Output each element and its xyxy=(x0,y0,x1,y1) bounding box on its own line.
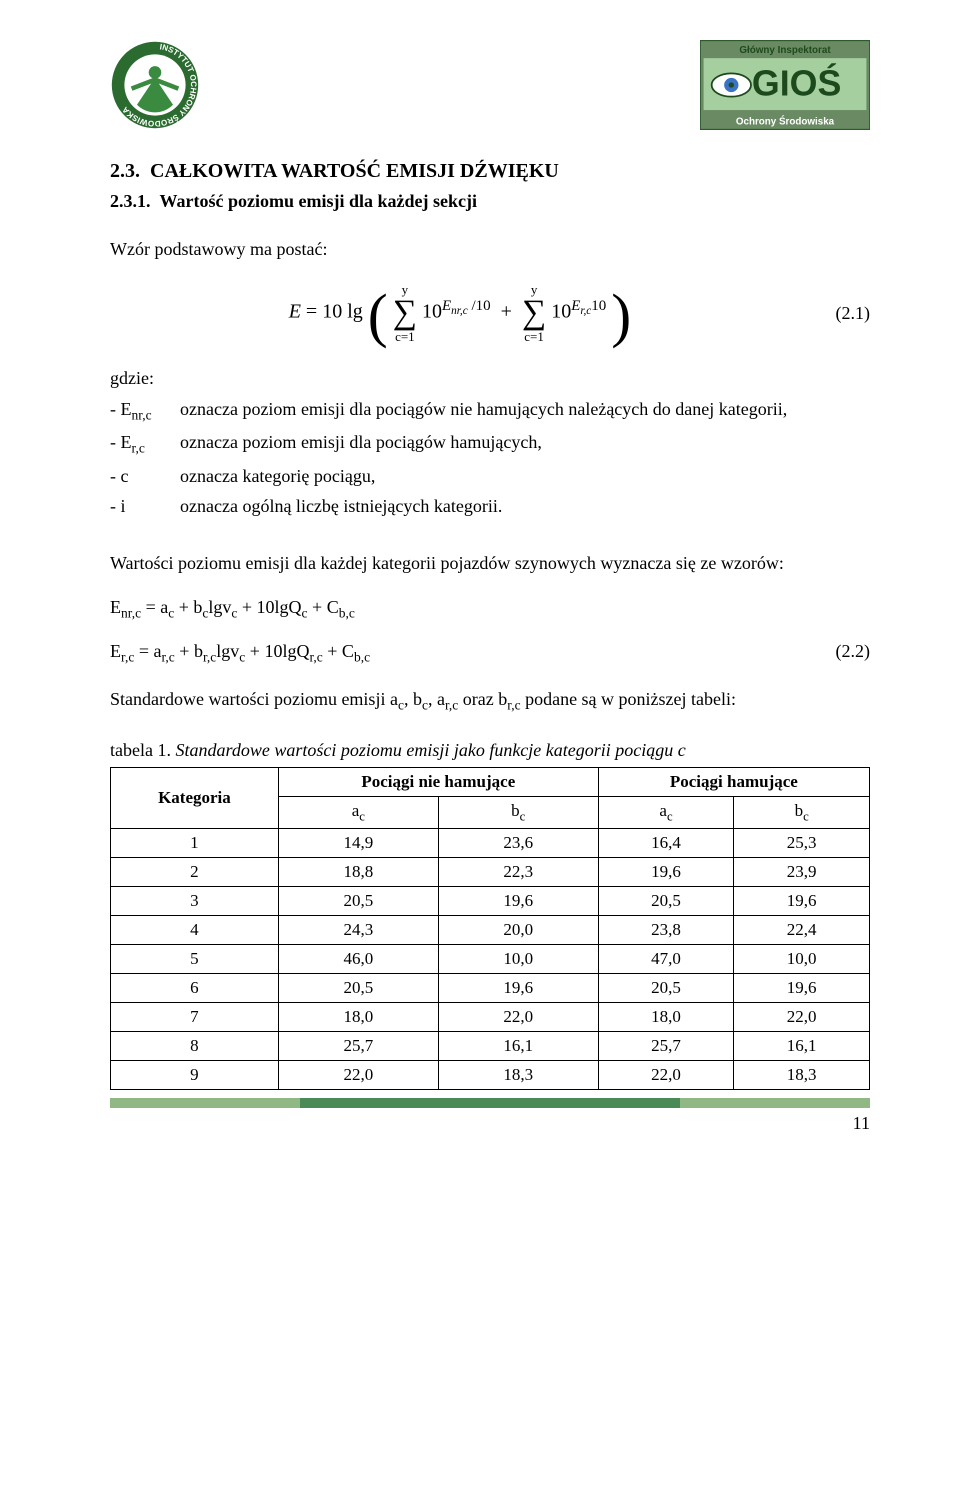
table-body: 114,923,616,425,3 218,822,319,623,9 320,… xyxy=(111,829,870,1090)
page-number: 11 xyxy=(853,1113,870,1134)
formula-label-2-1: (2.1) xyxy=(810,303,870,324)
logo-right-gios-icon: Główny Inspektorat GIOŚ Ochrony Środowis… xyxy=(700,40,870,130)
th-bc-1: bc xyxy=(438,796,598,828)
para-3: Standardowe wartości poziomu emisji ac, … xyxy=(110,686,870,716)
table-row: 825,716,125,716,1 xyxy=(111,1032,870,1061)
def-txt: oznacza ogólną liczbę istniejących kateg… xyxy=(180,491,870,522)
footer-seg-2 xyxy=(300,1098,680,1108)
table-caption: tabela 1. Standardowe wartości poziomu e… xyxy=(110,740,870,761)
table-row: 114,923,616,425,3 xyxy=(111,829,870,858)
footer-seg-3 xyxy=(680,1098,870,1108)
emission-table: Kategoria Pociągi nie hamujące Pociągi h… xyxy=(110,767,870,1090)
table-row: 320,519,620,519,6 xyxy=(111,887,870,916)
header: INSTYTUT OCHRONY ŚRODOWISKA Główny Inspe… xyxy=(110,40,870,130)
def-row: - Enr,c oznacza poziom emisji dla pociąg… xyxy=(110,394,870,428)
def-sym: - Enr,c xyxy=(110,394,180,428)
th-ac-2: ac xyxy=(598,796,734,828)
th-kategoria: Kategoria xyxy=(111,767,279,828)
equation-r-body: Er,c = ar,c + br,clgvc + 10lgQr,c + Cb,c xyxy=(110,641,370,666)
table-row: 424,320,023,822,4 xyxy=(111,916,870,945)
def-row: - Er,c oznacza poziom emisji dla pociągó… xyxy=(110,427,870,461)
table-row: 546,010,047,010,0 xyxy=(111,945,870,974)
svg-text:Główny Inspektorat: Główny Inspektorat xyxy=(739,45,831,56)
svg-text:GIOŚ: GIOŚ xyxy=(752,64,841,104)
def-row: - c oznacza kategorię pociągu, xyxy=(110,461,870,492)
table-row: 718,022,018,022,0 xyxy=(111,1003,870,1032)
def-sym: - Er,c xyxy=(110,427,180,461)
subsection-title-text: Wartość poziomu emisji dla każdej sekcji xyxy=(160,191,477,211)
para-2: Wartości poziomu emisji dla każdej kateg… xyxy=(110,550,870,577)
table-row: 218,822,319,623,9 xyxy=(111,858,870,887)
logo-left-ios-icon: INSTYTUT OCHRONY ŚRODOWISKA xyxy=(110,40,200,130)
definitions: gdzie: - Enr,c oznacza poziom emisji dla… xyxy=(110,363,870,522)
def-txt: oznacza poziom emisji dla pociągów nie h… xyxy=(180,394,870,428)
def-sym: - c xyxy=(110,461,180,492)
equation-r: Er,c = ar,c + br,clgvc + 10lgQr,c + Cb,c… xyxy=(110,641,870,666)
def-txt: oznacza poziom emisji dla pociągów hamuj… xyxy=(180,427,870,461)
th-group-nonbraking: Pociągi nie hamujące xyxy=(278,767,598,796)
table-row: 620,519,620,519,6 xyxy=(111,974,870,1003)
th-group-braking: Pociągi hamujące xyxy=(598,767,869,796)
equation-r-label: (2.2) xyxy=(836,641,871,662)
footer-seg-1 xyxy=(110,1098,300,1108)
def-txt: oznacza kategorię pociągu, xyxy=(180,461,870,492)
section-title-text: CAŁKOWITA WARTOŚĆ EMISJI DŹWIĘKU xyxy=(150,160,559,182)
formula-2-1: E = 10 lg ( y ∑ c=1 10Enr,c /10 + y ∑ c=… xyxy=(110,283,870,343)
def-sym: - i xyxy=(110,491,180,522)
def-row: - i oznacza ogólną liczbę istniejących k… xyxy=(110,491,870,522)
intro-line: Wzór podstawowy ma postać: xyxy=(110,236,870,263)
page: INSTYTUT OCHRONY ŚRODOWISKA Główny Inspe… xyxy=(0,0,960,1150)
formula-body: E = 10 lg ( y ∑ c=1 10Enr,c /10 + y ∑ c=… xyxy=(110,283,810,343)
subsection-number: 2.3.1. xyxy=(110,191,151,211)
section-heading: 2.3. CAŁKOWITA WARTOŚĆ EMISJI DŹWIĘKU xyxy=(110,160,870,183)
equation-nr: Enr,c = ac + bclgvc + 10lgQc + Cb,c xyxy=(110,597,870,622)
section-number: 2.3. xyxy=(110,160,140,182)
footer-bar xyxy=(110,1098,870,1108)
th-ac-1: ac xyxy=(278,796,438,828)
subsection-heading: 2.3.1. Wartość poziomu emisji dla każdej… xyxy=(110,191,870,212)
svg-text:Ochrony Środowiska: Ochrony Środowiska xyxy=(736,115,835,127)
th-bc-2: bc xyxy=(734,796,870,828)
table-row: 922,018,322,018,3 xyxy=(111,1061,870,1090)
defs-header: gdzie: xyxy=(110,363,870,394)
